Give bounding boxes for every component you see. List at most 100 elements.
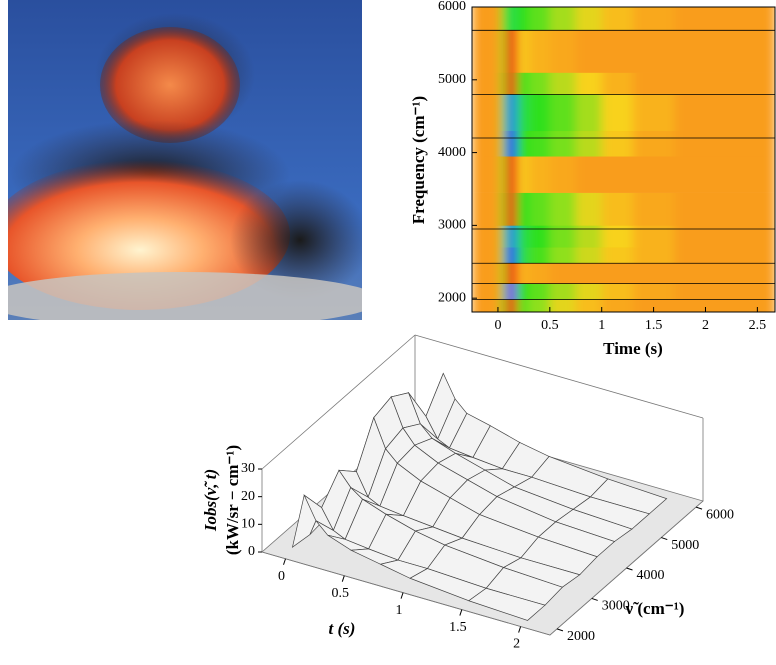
- heat-cell: [633, 284, 675, 300]
- heat-cell: [550, 7, 577, 31]
- heat-cell: [472, 7, 502, 31]
- heat-cell: [633, 247, 675, 263]
- heat-cell: [602, 156, 634, 193]
- heat-cell: [633, 7, 675, 31]
- heat-cell: [472, 30, 502, 73]
- t-tick-label: 1: [396, 603, 403, 618]
- z-axis-label: Iobs(ν̃, t): [201, 469, 220, 532]
- heat-cell: [602, 73, 634, 95]
- heat-cell: [576, 300, 603, 313]
- t-tick: [460, 610, 462, 616]
- heat-cell: [674, 193, 775, 226]
- heat-cell: [550, 30, 577, 73]
- heat-cell: [550, 263, 577, 284]
- explosion-photo: [0, 0, 380, 328]
- heat-cell: [529, 193, 550, 226]
- nu-tick-label: 2000: [567, 629, 595, 644]
- heat-cell: [550, 131, 577, 157]
- heat-cell: [517, 263, 530, 284]
- heat-cell: [506, 247, 517, 263]
- heat-cell: [550, 300, 577, 313]
- heat-cell: [501, 247, 507, 263]
- heat-cell: [674, 284, 775, 300]
- heat-cell: [506, 193, 517, 226]
- heat-cell: [674, 300, 775, 313]
- y-tick-label: 5000: [438, 72, 466, 87]
- heat-cell: [517, 193, 530, 226]
- heat-cell: [529, 73, 550, 95]
- nu-tick: [627, 568, 633, 570]
- heat-cell: [674, 73, 775, 95]
- heat-cell: [517, 247, 530, 263]
- heat-cell: [501, 156, 507, 193]
- heat-cell: [602, 94, 634, 131]
- t-tick: [519, 627, 521, 633]
- heat-cell: [576, 94, 603, 131]
- heat-cell: [602, 131, 634, 157]
- heat-cell: [472, 284, 502, 300]
- heat-cell: [674, 7, 775, 31]
- heat-cell: [501, 73, 507, 95]
- heat-cell: [506, 284, 517, 300]
- nu-tick: [557, 629, 563, 631]
- heat-cell: [501, 94, 507, 131]
- heat-cell: [501, 300, 507, 313]
- heat-cell: [550, 247, 577, 263]
- y-tick-label: 2000: [438, 290, 466, 305]
- heat-cell: [472, 300, 502, 313]
- heat-cell: [633, 156, 675, 193]
- heat-cell: [529, 7, 550, 31]
- heat-cell: [602, 300, 634, 313]
- nu-tick-label: 6000: [706, 507, 734, 522]
- t-axis-label: t (s): [329, 619, 356, 638]
- heat-cell: [674, 263, 775, 284]
- heat-cell: [550, 284, 577, 300]
- z-tick-label: 0: [248, 544, 255, 559]
- heat-cell: [529, 94, 550, 131]
- y-axis-label: Frequency (cm⁻¹): [409, 96, 428, 224]
- z-tick-label: 20: [241, 489, 255, 504]
- heat-cell: [529, 300, 550, 313]
- heat-cell: [506, 156, 517, 193]
- figure: 00.511.522.520003000400050006000Time (s)…: [0, 0, 776, 665]
- heat-cell: [576, 7, 603, 31]
- heat-cell: [529, 284, 550, 300]
- x-tick-label: 1: [598, 318, 605, 333]
- heat-cell: [472, 156, 502, 193]
- heat-cell: [602, 7, 634, 31]
- heat-cell: [472, 193, 502, 226]
- heat-cell: [517, 131, 530, 157]
- heat-cell: [576, 284, 603, 300]
- x-axis-label: Time (s): [603, 339, 663, 358]
- heat-cell: [517, 300, 530, 313]
- heat-cell: [517, 156, 530, 193]
- heat-cell: [633, 131, 675, 157]
- heat-cell: [633, 263, 675, 284]
- heat-cell: [501, 263, 507, 284]
- heat-cell: [529, 156, 550, 193]
- heat-cell: [576, 263, 603, 284]
- heat-cell: [633, 193, 675, 226]
- heat-cell: [674, 156, 775, 193]
- heat-cell: [506, 30, 517, 73]
- heat-cell: [472, 94, 502, 131]
- x-tick-label: 2.5: [749, 318, 767, 333]
- heat-cell: [472, 247, 502, 263]
- heat-cell: [602, 30, 634, 73]
- heat-cell: [602, 193, 634, 226]
- heat-cell: [633, 73, 675, 95]
- y-tick-label: 4000: [438, 145, 466, 160]
- heat-cell: [529, 247, 550, 263]
- heat-cell: [550, 156, 577, 193]
- heat-cell: [501, 131, 507, 157]
- t-tick: [342, 576, 344, 582]
- y-tick-label: 6000: [438, 0, 466, 14]
- heat-cell: [602, 263, 634, 284]
- heat-cell: [576, 156, 603, 193]
- heat-cell: [529, 263, 550, 284]
- heat-cell: [506, 300, 517, 313]
- heat-cell: [506, 94, 517, 131]
- heat-cell: [633, 94, 675, 131]
- heat-cell: [674, 94, 775, 131]
